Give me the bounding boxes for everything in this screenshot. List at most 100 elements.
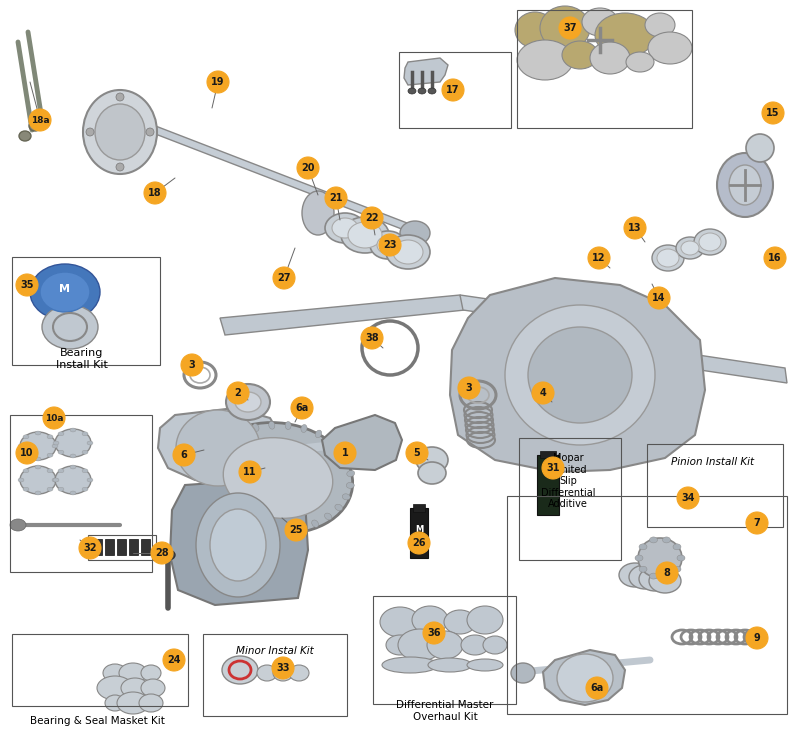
Ellipse shape <box>285 422 291 429</box>
Circle shape <box>273 267 295 289</box>
Ellipse shape <box>139 694 163 712</box>
Ellipse shape <box>47 453 53 457</box>
Ellipse shape <box>86 128 94 136</box>
Bar <box>12 257 160 365</box>
Ellipse shape <box>717 153 773 217</box>
Bar <box>88 535 156 560</box>
Ellipse shape <box>257 665 277 681</box>
Ellipse shape <box>95 104 145 160</box>
Circle shape <box>764 247 786 269</box>
Ellipse shape <box>226 384 270 420</box>
Text: 34: 34 <box>682 493 694 503</box>
Ellipse shape <box>47 469 53 473</box>
Text: M: M <box>415 526 423 535</box>
Ellipse shape <box>23 469 29 473</box>
Text: 15: 15 <box>766 108 780 118</box>
Ellipse shape <box>341 217 389 253</box>
Ellipse shape <box>23 487 29 491</box>
Ellipse shape <box>18 444 24 448</box>
Bar <box>507 496 787 714</box>
Ellipse shape <box>253 424 259 431</box>
Ellipse shape <box>346 483 354 489</box>
Ellipse shape <box>673 566 681 572</box>
Ellipse shape <box>47 434 53 439</box>
Ellipse shape <box>619 563 651 587</box>
Bar <box>117 539 126 555</box>
Ellipse shape <box>590 42 630 74</box>
Ellipse shape <box>302 191 334 235</box>
Ellipse shape <box>729 165 761 205</box>
Circle shape <box>746 512 768 534</box>
Circle shape <box>586 677 608 699</box>
Ellipse shape <box>23 434 29 439</box>
Bar <box>517 10 692 128</box>
Ellipse shape <box>203 422 353 533</box>
Ellipse shape <box>386 635 414 655</box>
Circle shape <box>559 17 581 39</box>
Ellipse shape <box>82 469 88 473</box>
Ellipse shape <box>467 606 503 634</box>
Circle shape <box>272 657 294 679</box>
Ellipse shape <box>342 494 350 500</box>
Ellipse shape <box>540 6 590 50</box>
Ellipse shape <box>87 478 93 482</box>
Bar <box>540 451 556 458</box>
Ellipse shape <box>20 466 56 494</box>
Ellipse shape <box>222 511 229 518</box>
Text: 37: 37 <box>563 23 577 33</box>
Ellipse shape <box>42 305 98 349</box>
Ellipse shape <box>211 501 218 508</box>
Ellipse shape <box>141 665 161 681</box>
Ellipse shape <box>224 436 231 443</box>
Ellipse shape <box>638 538 682 578</box>
Ellipse shape <box>639 544 647 550</box>
Ellipse shape <box>82 431 88 436</box>
Ellipse shape <box>377 236 399 254</box>
Ellipse shape <box>82 450 88 454</box>
Text: Bearing & Seal Masket Kit: Bearing & Seal Masket Kit <box>30 716 165 726</box>
Text: M: M <box>59 284 70 294</box>
Ellipse shape <box>35 465 41 469</box>
Ellipse shape <box>344 459 351 465</box>
Ellipse shape <box>117 692 149 714</box>
Ellipse shape <box>55 429 91 457</box>
Ellipse shape <box>23 453 29 457</box>
Ellipse shape <box>629 565 661 589</box>
Ellipse shape <box>35 457 41 461</box>
Text: 11: 11 <box>243 467 257 477</box>
Ellipse shape <box>370 231 406 259</box>
Ellipse shape <box>650 537 658 543</box>
Bar <box>141 539 150 555</box>
Ellipse shape <box>29 121 41 131</box>
Bar <box>413 504 425 512</box>
Circle shape <box>285 519 307 541</box>
Circle shape <box>458 377 480 399</box>
Ellipse shape <box>676 237 704 259</box>
Ellipse shape <box>249 523 255 532</box>
Text: 6a: 6a <box>590 683 604 693</box>
Circle shape <box>334 442 356 464</box>
Ellipse shape <box>694 229 726 255</box>
Text: 25: 25 <box>290 525 302 535</box>
Circle shape <box>624 217 646 239</box>
Bar <box>519 438 621 560</box>
Text: Mopar
Limited
Slip
Differential
Additive: Mopar Limited Slip Differential Additive <box>541 453 595 509</box>
Text: 26: 26 <box>412 538 426 548</box>
Ellipse shape <box>116 163 124 171</box>
Polygon shape <box>322 415 402 470</box>
Circle shape <box>29 109 51 131</box>
Ellipse shape <box>315 430 322 437</box>
Ellipse shape <box>346 471 354 477</box>
Ellipse shape <box>40 272 90 312</box>
Ellipse shape <box>141 679 165 697</box>
Ellipse shape <box>58 431 64 436</box>
Circle shape <box>677 487 699 509</box>
Text: 33: 33 <box>276 663 290 673</box>
Circle shape <box>361 327 383 349</box>
Ellipse shape <box>386 235 430 269</box>
Ellipse shape <box>281 527 287 535</box>
Ellipse shape <box>202 480 210 486</box>
Text: Minor Instal Kit: Minor Instal Kit <box>236 646 314 656</box>
Ellipse shape <box>338 447 345 455</box>
Ellipse shape <box>483 636 507 654</box>
